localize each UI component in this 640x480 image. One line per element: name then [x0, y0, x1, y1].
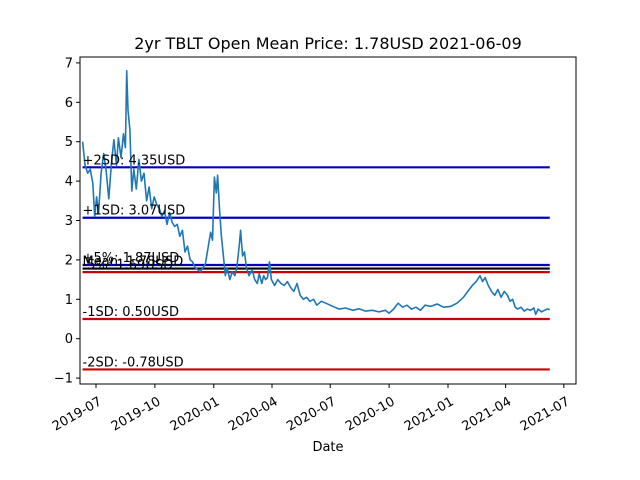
y-axis: −1 0 1 2 3 4 5 6 7 — [54, 56, 80, 387]
chart-title: 2yr TBLT Open Mean Price: 1.78USD 2021-0… — [134, 34, 522, 53]
reference-labels: +2SD: 4.35USD +1SD: 3.07USD +5%: 1.87USDMe… — [83, 153, 186, 370]
y-tick-label: 3 — [65, 214, 73, 229]
y-tick-label: 1 — [65, 293, 73, 308]
y-tick-label: 7 — [65, 56, 73, 71]
reference-line-label: -5%: 1.69USD — [83, 258, 174, 273]
reference-line-label: -2SD: -0.78USD — [83, 355, 184, 370]
series-layer — [81, 70, 550, 316]
y-tick-label: 2 — [65, 253, 73, 268]
y-tick-label: 5 — [65, 135, 73, 150]
reference-line-label: Mean: 1.78USD — [83, 255, 184, 270]
y-tick-label: 6 — [65, 96, 73, 111]
reference-line-label: +5%: 1.87USD — [83, 251, 180, 266]
y-tick-label: 4 — [65, 175, 73, 190]
reference-lines — [82, 166, 550, 371]
y-tick-label: −1 — [54, 372, 73, 387]
x-axis-label: Date — [312, 440, 343, 455]
y-tick-label: 0 — [65, 332, 73, 347]
price-series-line — [81, 70, 550, 316]
reference-line-label: -1SD: 0.50USD — [83, 305, 179, 320]
reference-line-label: +1SD: 3.07USD — [83, 204, 186, 219]
reference-line-label: +2SD: 4.35USD — [83, 153, 186, 168]
